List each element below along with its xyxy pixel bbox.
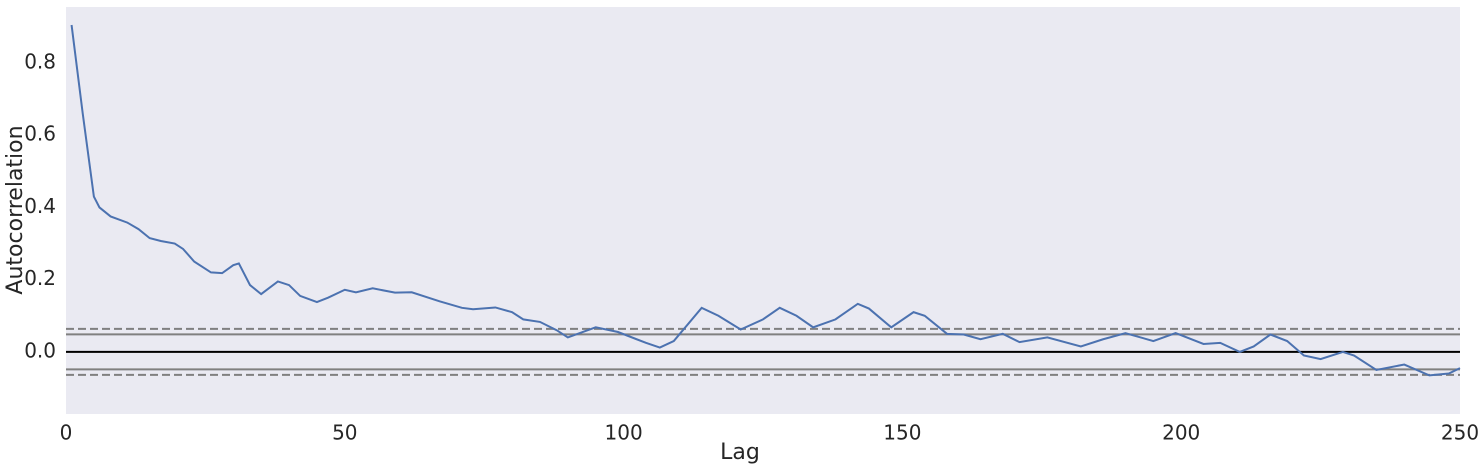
x-axis-label: Lag [720,440,760,465]
x-tick-label: 200 [1162,421,1200,445]
x-tick-label: 50 [332,421,357,445]
y-tick-label: 0.2 [24,266,56,290]
y-tick-label: 0.0 [24,338,56,362]
y-tick-label: 0.8 [24,49,56,73]
y-tick-label: 0.6 [24,122,56,146]
x-tick-label: 150 [883,421,921,445]
x-tick-label: 250 [1441,421,1479,445]
plot-area [66,7,1460,414]
y-tick-label: 0.4 [24,194,56,218]
x-tick-label: 100 [605,421,643,445]
x-tick-label: 0 [60,421,73,445]
data-line [70,24,1461,377]
y-axis-label: Autocorrelation [3,125,28,294]
